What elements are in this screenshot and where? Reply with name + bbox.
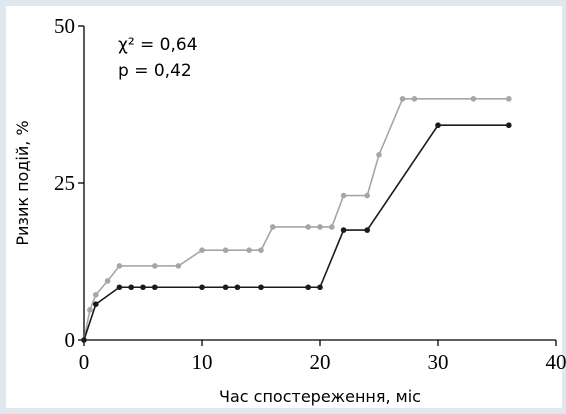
x-tick-label: 30 [428,350,449,374]
x-axis-label: Час спостереження, міс [219,387,421,406]
data-point [93,291,99,298]
x-tick-label: 40 [546,350,566,374]
data-point [128,284,134,291]
data-point [258,247,264,253]
data-point [364,227,371,233]
data-point [87,307,93,313]
series-line [83,124,509,341]
data-point [258,284,264,291]
data-point [104,278,111,284]
x-tick-label: 20 [310,350,331,374]
data-point [317,224,323,230]
series-line [83,98,509,341]
data-point [305,284,312,291]
data-point [399,96,406,102]
data-point [234,284,241,291]
data-point [317,284,323,291]
data-point [411,96,418,102]
data-point [175,263,182,269]
data-point [364,192,371,199]
data-point [270,224,276,230]
y-tick-label: 0 [65,328,76,352]
data-point [152,284,158,291]
data-point [470,96,477,102]
data-point [140,284,146,291]
y-tick-label: 50 [54,14,75,38]
data-point [246,247,252,253]
data-point [435,122,441,129]
data-point [340,227,347,233]
y-axis-label: Ризик подій, % [13,120,32,245]
data-point [199,284,205,291]
data-point [329,224,335,230]
annotation: p = 0,42 [118,61,192,81]
x-tick-label: 0 [79,350,90,374]
annotation: χ² = 0,64 [118,35,198,55]
data-point [506,96,512,102]
y-tick-label: 25 [54,171,75,195]
data-point [376,151,382,158]
data-point [222,247,229,253]
data-point [116,263,123,269]
data-point [305,224,312,230]
data-point [199,247,205,253]
plot-background [6,6,562,408]
x-tick-label: 10 [192,350,213,374]
data-point [93,301,99,308]
data-point [116,284,123,291]
data-point [81,337,87,343]
data-point [152,263,158,269]
data-point [506,122,512,129]
data-point [340,192,347,199]
data-point [222,284,229,291]
